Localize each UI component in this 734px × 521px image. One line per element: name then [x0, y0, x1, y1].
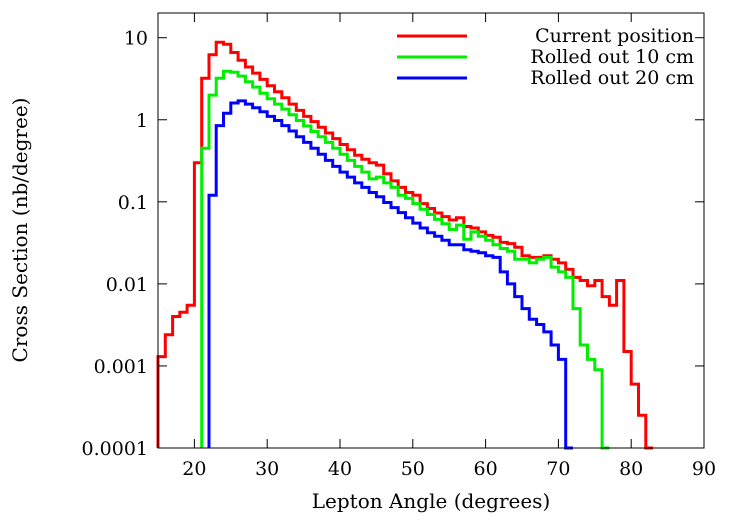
plot-frame [157, 12, 705, 449]
series-line-1 [156, 40, 653, 450]
series-layer [156, 40, 653, 450]
x-tick-label: 80 [619, 458, 643, 480]
series-line-3 [207, 99, 573, 450]
x-axis-title: Lepton Angle (degrees) [312, 489, 551, 513]
series-line-2 [200, 69, 610, 450]
y-tick-label: 0.1 [118, 192, 148, 214]
y-tick-label: 0.01 [106, 274, 148, 296]
x-tick-label: 30 [255, 458, 279, 480]
y-tick-label: 10 [124, 28, 148, 50]
tick-layer: 20 30 40 50 60 70 80 90 0.0001 0.001 0.01 0.1 1 10 [82, 13, 716, 480]
x-tick-label: 20 [182, 458, 206, 480]
x-tick-label: 40 [328, 458, 352, 480]
legend-label-2: Rolled out 10 cm [530, 46, 694, 68]
legend-label-1: Current position [535, 25, 694, 47]
y-tick-label: 0.0001 [82, 438, 148, 460]
x-tick-label: 60 [474, 458, 498, 480]
y-tick-label: 1 [136, 110, 148, 132]
legend-label-3: Rolled out 20 cm [530, 67, 694, 89]
y-axis-title: Cross Section (nb/degree) [8, 98, 32, 363]
x-tick-label: 70 [546, 458, 570, 480]
y-tick-label: 0.001 [94, 356, 148, 378]
x-tick-label: 90 [692, 458, 716, 480]
x-tick-label: 50 [401, 458, 425, 480]
